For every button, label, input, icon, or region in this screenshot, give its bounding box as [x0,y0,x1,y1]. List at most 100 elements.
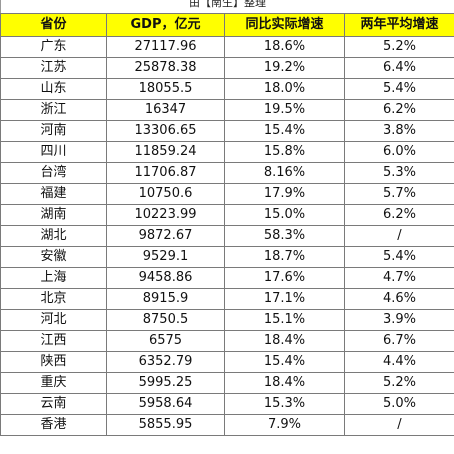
cell-two-year-avg-growth: 5.2% [344,36,454,58]
cell-province: 云南 [0,393,107,415]
cell-two-year-avg-growth: 3.8% [344,120,454,142]
cell-province: 湖南 [0,204,107,226]
cell-gdp: 5995.25 [106,372,225,394]
cell-gdp: 5958.64 [106,393,225,415]
cell-two-year-avg-growth: 3.9% [344,309,454,331]
cell-gdp: 11859.24 [106,141,225,163]
cell-gdp: 18055.5 [106,78,225,100]
cell-yoy-growth: 19.5% [224,99,345,121]
table-row: 陕西 6352.79 15.4% 4.4% [0,351,454,373]
cell-two-year-avg-growth: 6.2% [344,204,454,226]
cell-gdp: 6352.79 [106,351,225,373]
table-body: 广东 27117.96 18.6% 5.2% 江苏 25878.38 19.2% 6.4% 山东… [0,36,454,436]
table-row: 广东 27117.96 18.6% 5.2% [0,36,454,58]
table-row: 江苏 25878.38 19.2% 6.4% [0,57,454,79]
header-two-year-avg-growth: 两年平均增速 [344,13,454,37]
cell-yoy-growth: 8.16% [224,162,345,184]
cell-gdp: 9458.86 [106,267,225,289]
cell-province: 陕西 [0,351,107,373]
cell-gdp: 9872.67 [106,225,225,247]
cell-yoy-growth: 15.8% [224,141,345,163]
cell-gdp: 5855.95 [106,414,225,436]
table-row: 安徽 9529.1 18.7% 5.4% [0,246,454,268]
gdp-table: 省份 GDP，亿元 同比实际增速 两年平均增速 广东 27117.96 18.6% 5… [0,13,454,436]
cell-yoy-growth: 15.1% [224,309,345,331]
cell-two-year-avg-growth: 6.2% [344,99,454,121]
header-yoy-growth: 同比实际增速 [224,13,345,37]
cell-yoy-growth: 18.7% [224,246,345,268]
cell-two-year-avg-growth: 5.4% [344,246,454,268]
cell-province: 上海 [0,267,107,289]
cell-province: 湖北 [0,225,107,247]
cell-gdp: 6575 [106,330,225,352]
table-row: 河南 13306.65 15.4% 3.8% [0,120,454,142]
table-row: 福建 10750.6 17.9% 5.7% [0,183,454,205]
cell-province: 广东 [0,36,107,58]
cell-province: 山东 [0,78,107,100]
cell-province: 台湾 [0,162,107,184]
cell-yoy-growth: 18.4% [224,372,345,394]
cell-yoy-growth: 19.2% [224,57,345,79]
cell-gdp: 10223.99 [106,204,225,226]
cell-two-year-avg-growth: 5.3% [344,162,454,184]
cell-gdp: 13306.65 [106,120,225,142]
cell-yoy-growth: 17.9% [224,183,345,205]
cell-yoy-growth: 18.0% [224,78,345,100]
cell-yoy-growth: 18.4% [224,330,345,352]
cell-two-year-avg-growth: 5.4% [344,78,454,100]
header-province: 省份 [0,13,107,37]
cell-yoy-growth: 17.1% [224,288,345,310]
header-gdp: GDP，亿元 [106,13,225,37]
table-row: 四川 11859.24 15.8% 6.0% [0,141,454,163]
cell-province: 江苏 [0,57,107,79]
cell-province: 福建 [0,183,107,205]
cell-gdp: 11706.87 [106,162,225,184]
cell-two-year-avg-growth: 5.7% [344,183,454,205]
cell-gdp: 27117.96 [106,36,225,58]
table-row: 台湾 11706.87 8.16% 5.3% [0,162,454,184]
cell-gdp: 9529.1 [106,246,225,268]
cell-two-year-avg-growth: / [344,225,454,247]
cell-gdp: 16347 [106,99,225,121]
cell-gdp: 25878.38 [106,57,225,79]
table-row: 河北 8750.5 15.1% 3.9% [0,309,454,331]
cell-yoy-growth: 15.4% [224,351,345,373]
cell-two-year-avg-growth: 5.0% [344,393,454,415]
table-row: 山东 18055.5 18.0% 5.4% [0,78,454,100]
cell-province: 北京 [0,288,107,310]
source-caption: 由【南生】整理 [0,0,454,13]
table-row: 湖南 10223.99 15.0% 6.2% [0,204,454,226]
cell-two-year-avg-growth: 4.7% [344,267,454,289]
table-row: 重庆 5995.25 18.4% 5.2% [0,372,454,394]
cell-province: 重庆 [0,372,107,394]
cell-yoy-growth: 17.6% [224,267,345,289]
cell-yoy-growth: 18.6% [224,36,345,58]
cell-province: 香港 [0,414,107,436]
cell-province: 安徽 [0,246,107,268]
cell-two-year-avg-growth: 6.4% [344,57,454,79]
table-row: 江西 6575 18.4% 6.7% [0,330,454,352]
cell-province: 江西 [0,330,107,352]
cell-province: 河南 [0,120,107,142]
cell-two-year-avg-growth: 6.0% [344,141,454,163]
cell-gdp: 8915.9 [106,288,225,310]
cell-yoy-growth: 15.4% [224,120,345,142]
cell-yoy-growth: 15.3% [224,393,345,415]
cell-two-year-avg-growth: 6.7% [344,330,454,352]
header-row: 省份 GDP，亿元 同比实际增速 两年平均增速 [0,13,454,37]
table-row: 北京 8915.9 17.1% 4.6% [0,288,454,310]
cell-two-year-avg-growth: / [344,414,454,436]
table-row: 香港 5855.95 7.9% / [0,414,454,436]
table-row: 浙江 16347 19.5% 6.2% [0,99,454,121]
table-row: 云南 5958.64 15.3% 5.0% [0,393,454,415]
cell-yoy-growth: 58.3% [224,225,345,247]
cell-two-year-avg-growth: 4.6% [344,288,454,310]
cell-gdp: 8750.5 [106,309,225,331]
cell-province: 浙江 [0,99,107,121]
cell-yoy-growth: 15.0% [224,204,345,226]
table-row: 湖北 9872.67 58.3% / [0,225,454,247]
cell-province: 河北 [0,309,107,331]
cell-yoy-growth: 7.9% [224,414,345,436]
cell-two-year-avg-growth: 5.2% [344,372,454,394]
